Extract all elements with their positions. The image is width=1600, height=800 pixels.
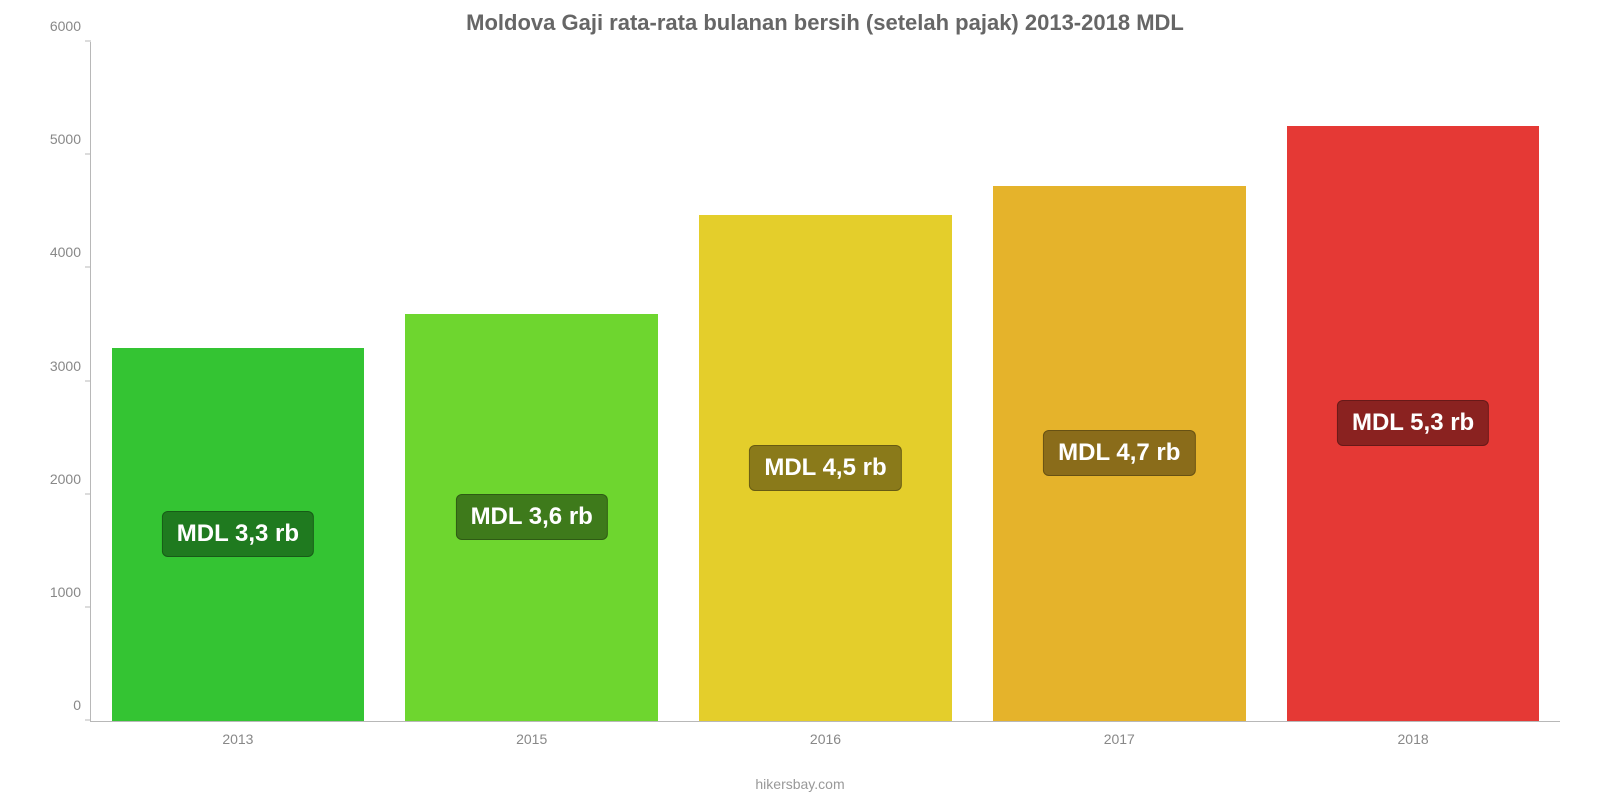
y-tick-mark <box>85 720 91 721</box>
bar-slot: MDL 4,7 rb2017 <box>972 42 1266 721</box>
x-tick-label: 2018 <box>1398 731 1429 747</box>
source-label: hikersbay.com <box>0 776 1600 792</box>
x-tick-label: 2016 <box>810 731 841 747</box>
x-tick-label: 2013 <box>222 731 253 747</box>
y-tick-label: 1000 <box>31 584 81 600</box>
y-tick-mark <box>85 606 91 607</box>
y-tick-label: 5000 <box>31 131 81 147</box>
bar-slot: MDL 3,3 rb2013 <box>91 42 385 721</box>
y-tick-label: 2000 <box>31 471 81 487</box>
bar: MDL 4,5 rb <box>699 215 952 721</box>
bar-value-label: MDL 3,3 rb <box>162 511 314 557</box>
y-tick-mark <box>85 41 91 42</box>
bar: MDL 3,6 rb <box>405 314 658 721</box>
bar-value-label: MDL 5,3 rb <box>1337 400 1489 446</box>
plot-area: MDL 3,3 rb2013MDL 3,6 rb2015MDL 4,5 rb20… <box>90 42 1560 722</box>
bar-slot: MDL 3,6 rb2015 <box>385 42 679 721</box>
bar: MDL 3,3 rb <box>112 348 365 721</box>
y-tick-mark <box>85 154 91 155</box>
chart-title: Moldova Gaji rata-rata bulanan bersih (s… <box>90 10 1560 36</box>
x-tick-label: 2017 <box>1104 731 1135 747</box>
bar-value-label: MDL 3,6 rb <box>456 494 608 540</box>
y-tick-label: 3000 <box>31 358 81 374</box>
y-tick-label: 0 <box>31 697 81 713</box>
y-tick-mark <box>85 380 91 381</box>
bars-group: MDL 3,3 rb2013MDL 3,6 rb2015MDL 4,5 rb20… <box>91 42 1560 721</box>
x-tick-label: 2015 <box>516 731 547 747</box>
bar-value-label: MDL 4,7 rb <box>1043 430 1195 476</box>
y-tick-mark <box>85 493 91 494</box>
bar: MDL 5,3 rb <box>1287 126 1540 721</box>
bar-slot: MDL 5,3 rb2018 <box>1266 42 1560 721</box>
bar: MDL 4,7 rb <box>993 186 1246 721</box>
y-tick-label: 6000 <box>31 18 81 34</box>
y-tick-mark <box>85 267 91 268</box>
bar-slot: MDL 4,5 rb2016 <box>679 42 973 721</box>
chart-container: Moldova Gaji rata-rata bulanan bersih (s… <box>0 0 1600 800</box>
y-tick-label: 4000 <box>31 244 81 260</box>
bar-value-label: MDL 4,5 rb <box>749 445 901 491</box>
